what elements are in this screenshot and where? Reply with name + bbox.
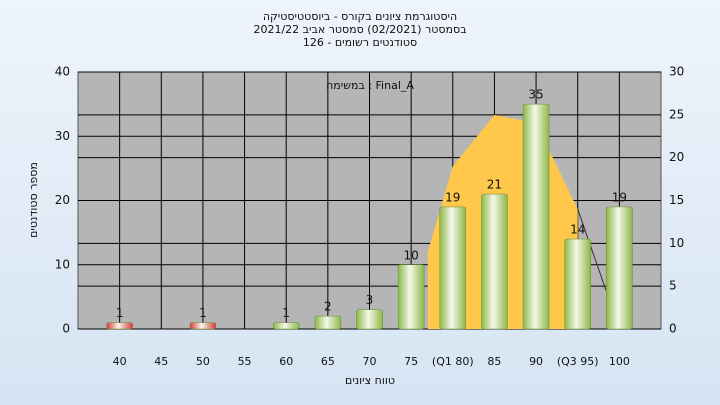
line bbox=[577, 208, 607, 291]
x-tick-label: 65 bbox=[321, 355, 335, 368]
value-label: 1 bbox=[199, 306, 207, 320]
x-tick-label: 100 bbox=[609, 355, 630, 368]
y2-tick-label: 15 bbox=[669, 193, 684, 207]
y2-tick-label: 30 bbox=[669, 65, 684, 79]
bar bbox=[522, 103, 550, 330]
bar bbox=[439, 206, 467, 330]
y-tick-label: 40 bbox=[55, 65, 70, 79]
bar bbox=[189, 322, 217, 330]
y-tick-label: 10 bbox=[55, 257, 70, 271]
value-label: 2 bbox=[324, 300, 332, 314]
x-tick-label: 45 bbox=[154, 355, 168, 368]
x-tick-label: (Q1 80) bbox=[432, 355, 474, 368]
y2-tick-label: 5 bbox=[669, 279, 677, 293]
x-tick-label: 85 bbox=[487, 355, 501, 368]
x-tick-label: 55 bbox=[238, 355, 252, 368]
y2-tick-label: 0 bbox=[669, 322, 677, 336]
bar bbox=[606, 206, 633, 330]
y-tick-label: 20 bbox=[55, 193, 70, 207]
y2-tick-label: 10 bbox=[669, 236, 684, 250]
x-tick-label: 90 bbox=[529, 355, 543, 368]
value-label: 1 bbox=[116, 306, 124, 320]
x-tick-label: 70 bbox=[363, 355, 377, 368]
value-label: 14 bbox=[570, 223, 585, 237]
value-label: 10 bbox=[404, 248, 419, 262]
y-tick-label: 0 bbox=[62, 322, 70, 336]
value-label: 1 bbox=[282, 306, 290, 320]
bar bbox=[397, 264, 425, 330]
chart-title: סטודנטים רשומים - 126 bbox=[303, 36, 417, 49]
x-tick-label: 60 bbox=[279, 355, 293, 368]
y2-tick-label: 25 bbox=[669, 107, 684, 121]
value-label: 3 bbox=[366, 293, 374, 307]
bar bbox=[356, 309, 383, 330]
y-tick-label: 30 bbox=[55, 129, 70, 143]
x-tick-label: 75 bbox=[404, 355, 418, 368]
bar bbox=[314, 315, 342, 330]
bar bbox=[106, 322, 133, 330]
y-axis-title: מספר סטודנטים bbox=[27, 162, 40, 238]
bar bbox=[564, 238, 591, 330]
x-tick-label: 50 bbox=[196, 355, 210, 368]
value-label: 21 bbox=[487, 178, 502, 192]
bar bbox=[272, 322, 300, 330]
chart-title: בסמסטר (02/2021) סמסטר אביב 2021/22 bbox=[253, 23, 466, 36]
x-axis-title: טווח ציונים bbox=[345, 374, 395, 387]
value-label: 35 bbox=[528, 88, 543, 102]
bar bbox=[481, 193, 508, 330]
chart-title: היסטוגרמת ציונים בקורס - ביוסטטיסטיקה bbox=[263, 10, 457, 23]
x-tick-label: 40 bbox=[113, 355, 127, 368]
annotation: במשימה : Final_A bbox=[326, 79, 414, 92]
y2-tick-label: 20 bbox=[669, 150, 684, 164]
value-label: 19 bbox=[612, 190, 627, 204]
value-label: 19 bbox=[445, 190, 460, 204]
x-tick-label: (Q3 95) bbox=[557, 355, 599, 368]
